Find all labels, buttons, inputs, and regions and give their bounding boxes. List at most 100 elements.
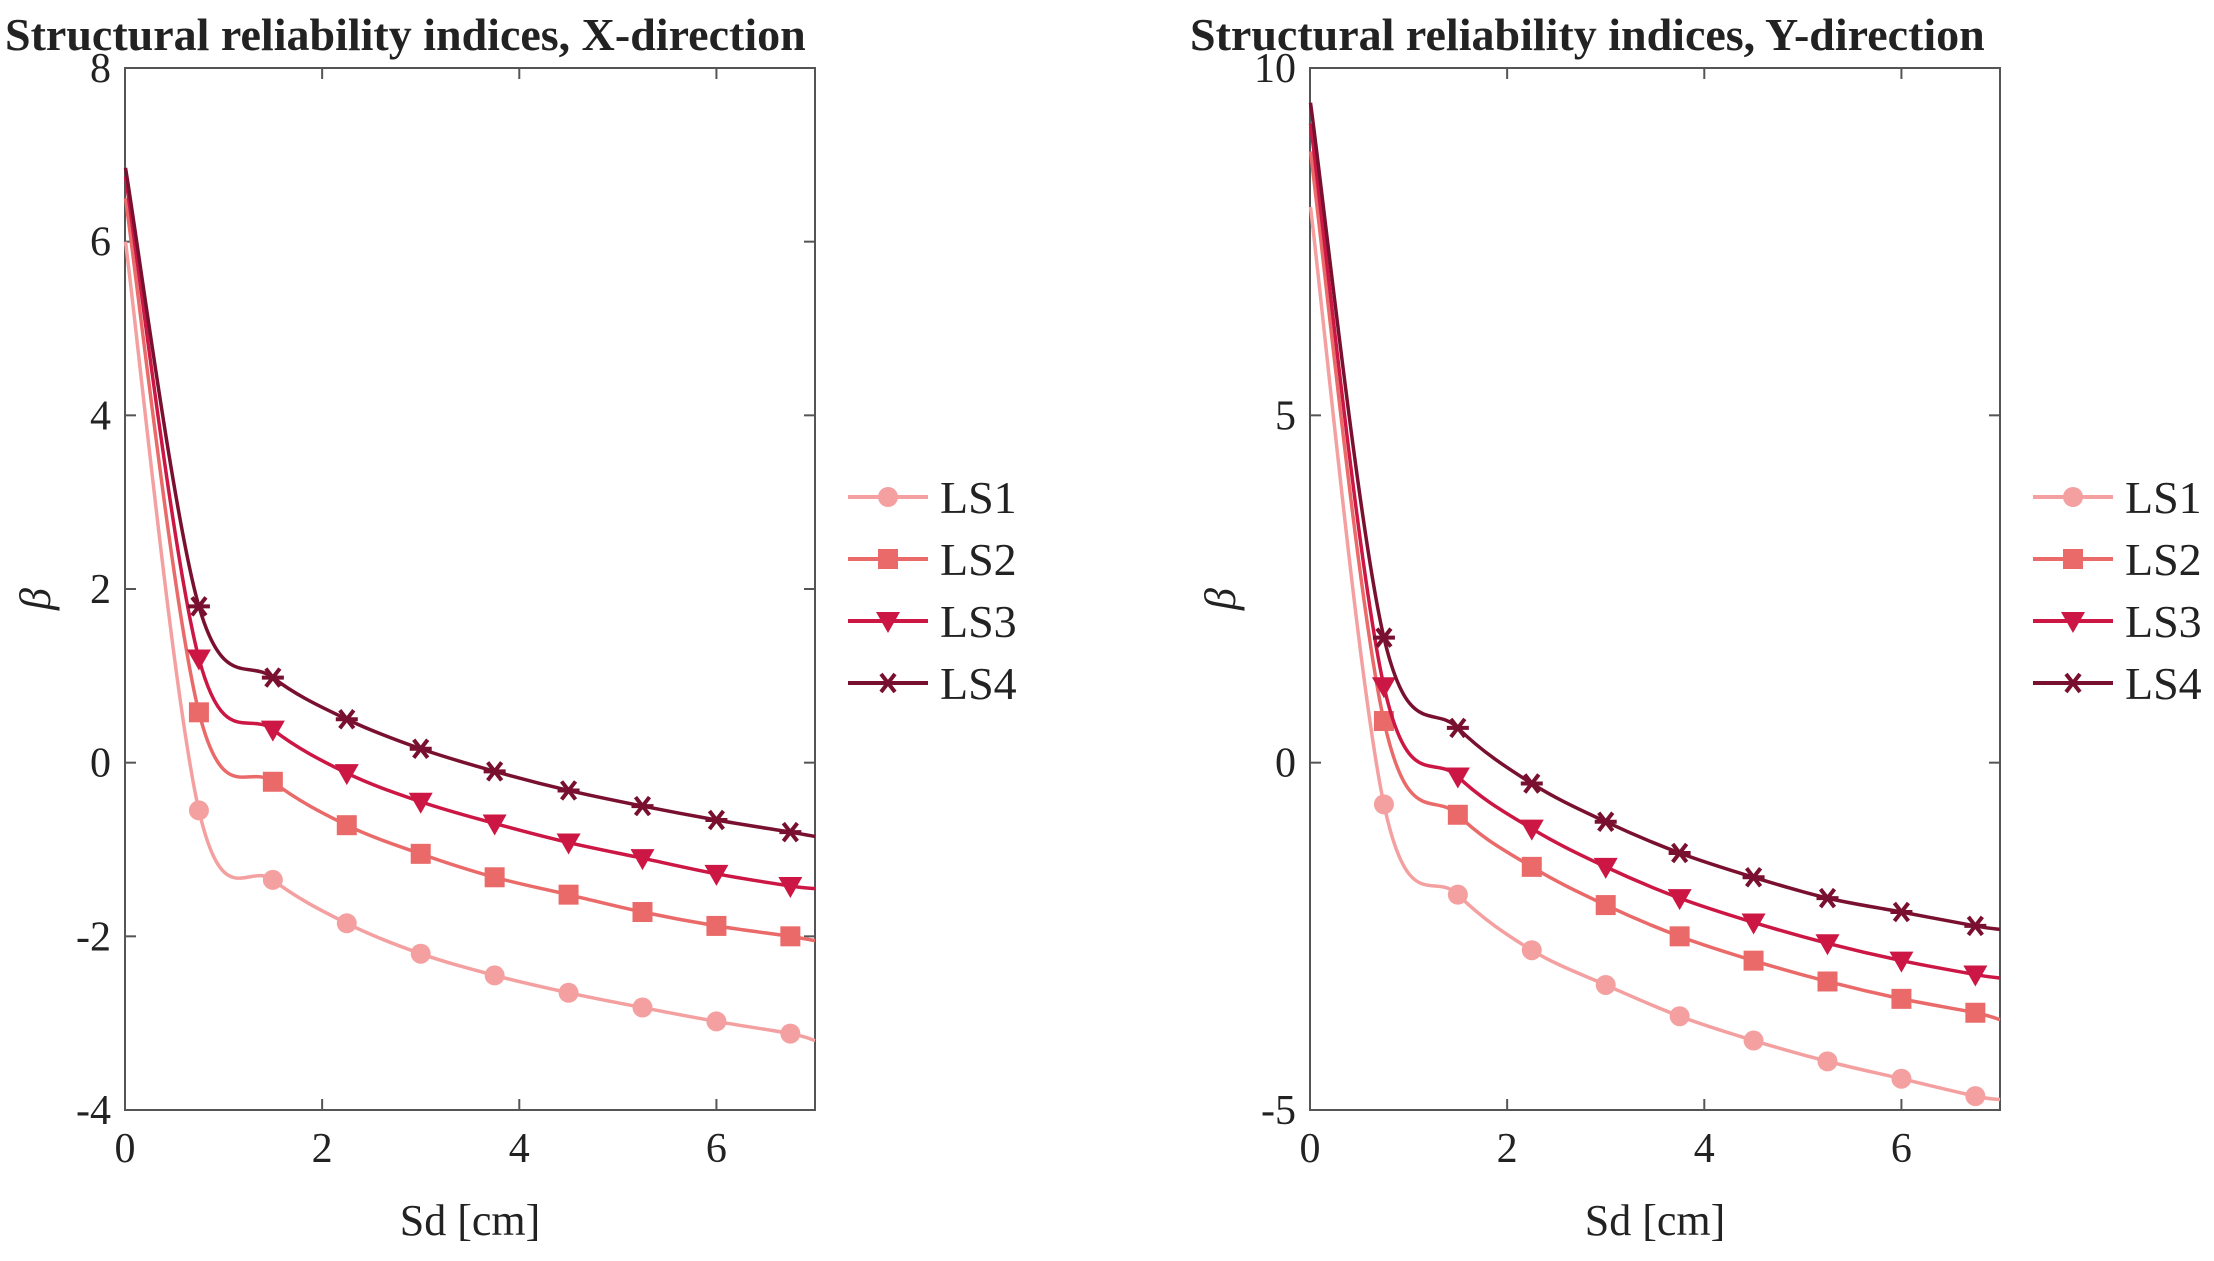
legend-marker (877, 672, 899, 694)
series-line (1308, 206, 2001, 1102)
legend-marker (878, 549, 898, 569)
x-tick-label: 6 (1891, 1126, 1912, 1172)
y-tick-label: 10 (1254, 46, 1296, 92)
data-point (632, 997, 653, 1018)
legend-entry-ls3: LS3 (848, 596, 1017, 647)
data-point (779, 821, 802, 843)
series-ls4 (1308, 102, 2001, 937)
data-point (482, 814, 507, 836)
legend-marker (2062, 672, 2084, 694)
chart-panel-1: Structural reliability indices, Y-direct… (1190, 9, 2202, 1245)
data-point (1741, 913, 1766, 935)
data-point (1595, 974, 1616, 995)
data-point (1667, 889, 1692, 911)
data-point (188, 800, 209, 821)
legend-label: LS2 (2125, 534, 2202, 585)
chart-panel-0: Structural reliability indices, X-direct… (5, 9, 1017, 1245)
legend-entry-ls1: LS1 (2033, 472, 2202, 523)
data-point (780, 926, 801, 947)
data-point (409, 738, 432, 760)
data-point (706, 915, 727, 936)
legend-label: LS1 (2125, 472, 2202, 523)
data-point (262, 771, 283, 792)
x-tick-label: 0 (115, 1126, 136, 1172)
data-point (1669, 926, 1690, 947)
data-point (1447, 884, 1468, 905)
series-line (123, 176, 816, 891)
data-point (408, 792, 433, 814)
y-tick-label: 4 (90, 393, 111, 439)
data-point (484, 965, 505, 986)
x-axis-label: Sd [cm] (1585, 1196, 1726, 1245)
data-point (632, 902, 653, 923)
data-point (631, 795, 654, 817)
data-point (334, 764, 359, 786)
legend-entry-ls4: LS4 (848, 658, 1017, 709)
series-line (1308, 102, 2001, 932)
plot-area (1309, 67, 2001, 1111)
series-ls3 (1308, 123, 2001, 987)
x-tick-label: 0 (1300, 1126, 1321, 1172)
data-point (484, 867, 505, 888)
data-point (1520, 773, 1543, 794)
series-ls4 (123, 167, 816, 843)
y-tick-label: -4 (76, 1088, 111, 1134)
data-point (1593, 857, 1618, 879)
y-tick-label: 0 (90, 741, 111, 787)
data-point (1890, 901, 1913, 923)
data-point (1595, 895, 1616, 916)
data-point (1445, 767, 1470, 789)
legend-marker (2061, 612, 2085, 633)
x-tick-label: 2 (312, 1126, 333, 1172)
chart-title: Structural reliability indices, X-direct… (5, 9, 806, 60)
y-tick-label: 6 (90, 220, 111, 266)
data-point (1817, 971, 1838, 992)
data-point (1815, 934, 1840, 956)
data-point (483, 761, 506, 782)
legend-label: LS3 (940, 596, 1017, 647)
data-point (778, 876, 803, 898)
data-point (336, 815, 357, 836)
data-point (556, 833, 581, 855)
legend-label: LS3 (2125, 596, 2202, 647)
data-point (1373, 794, 1394, 815)
data-point (1743, 950, 1764, 971)
plot-area (124, 67, 816, 1111)
data-point (557, 780, 580, 801)
y-tick-label: -5 (1261, 1088, 1296, 1134)
data-point (1891, 1068, 1912, 1089)
legend-entry-ls2: LS2 (2033, 534, 2202, 585)
data-point (1371, 677, 1396, 699)
data-point (1965, 1002, 1986, 1023)
data-point (1373, 710, 1394, 731)
data-point (1447, 804, 1468, 825)
data-point (706, 1011, 727, 1032)
y-axis-label: β (1196, 588, 1245, 611)
series-ls1 (1308, 206, 2001, 1107)
legend-entry-ls1: LS1 (848, 472, 1017, 523)
legend-entry-ls2: LS2 (848, 534, 1017, 585)
data-point (1743, 1030, 1764, 1051)
chart-title: Structural reliability indices, Y-direct… (1190, 9, 1985, 60)
data-point (410, 843, 431, 864)
data-point (1669, 1006, 1690, 1027)
x-tick-label: 2 (1497, 1126, 1518, 1172)
data-point (704, 864, 729, 886)
data-point (780, 1023, 801, 1044)
data-point (1964, 915, 1987, 937)
legend-label: LS4 (2125, 658, 2202, 709)
series-line (1308, 123, 2001, 980)
data-point (1816, 887, 1839, 909)
data-point (1963, 965, 1988, 987)
data-point (335, 709, 358, 730)
legend-marker (878, 487, 898, 507)
data-point (1594, 811, 1617, 832)
data-point (261, 667, 284, 688)
data-point (260, 720, 285, 742)
data-point (1446, 717, 1469, 739)
y-tick-label: 0 (1275, 741, 1296, 787)
x-tick-label: 4 (509, 1126, 530, 1172)
y-tick-label: -2 (76, 914, 111, 960)
series-ls2 (1308, 151, 2001, 1023)
